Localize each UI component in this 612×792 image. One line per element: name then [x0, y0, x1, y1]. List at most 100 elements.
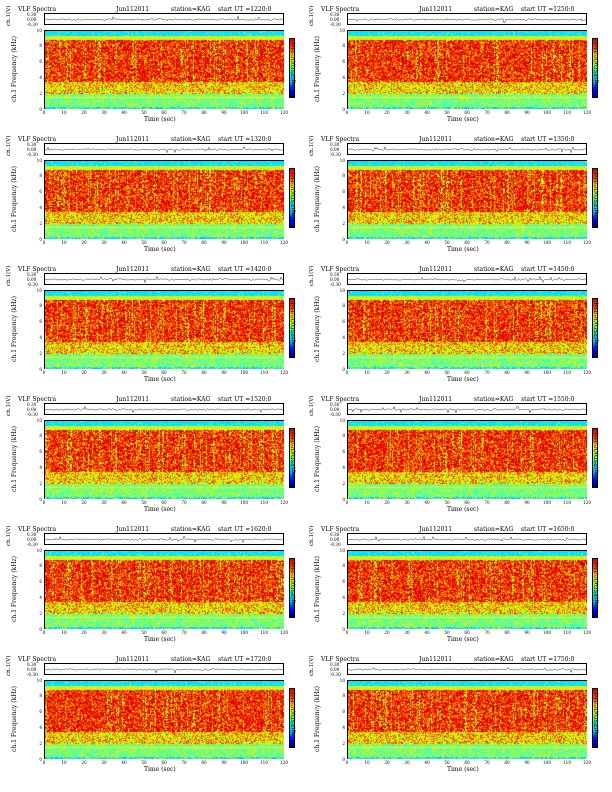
- panel-title: VLF Spectra: [321, 656, 360, 663]
- panel-station: station=KAG: [474, 266, 514, 273]
- colorbar-label: log(PSD)(V²/Hz): [594, 302, 600, 348]
- frequency-tick-label: 8: [342, 693, 345, 699]
- waveform-tick-label: 0.00: [330, 277, 340, 282]
- waveform-y-label: ch.1(V): [309, 525, 315, 546]
- time-tick-label: 30: [404, 370, 410, 375]
- frequency-tick-label: 10: [339, 417, 345, 423]
- frequency-tick-label: 0: [39, 626, 42, 632]
- time-tick-label: 100: [240, 110, 248, 115]
- spectrogram-plot: [44, 550, 284, 629]
- time-tick-label: 20: [81, 630, 87, 635]
- frequency-tick-label: 0: [39, 366, 42, 372]
- frequency-axis-label: ch.1 Frequency (kHz): [11, 426, 18, 492]
- frequency-tick-label: 4: [39, 204, 42, 210]
- spectrogram-panel: VLF Spectra Jun112011 station=KAG start UT …: [307, 654, 607, 784]
- waveform-y-label: ch.1(V): [6, 655, 12, 676]
- time-tick-label: 120: [583, 110, 591, 115]
- time-tick-label: 80: [201, 760, 207, 765]
- panel-start-time: start UT =1720:0: [218, 656, 272, 663]
- frequency-tick-label: 0: [342, 366, 345, 372]
- frequency-tick-label: 8: [342, 563, 345, 569]
- colorbar-label: log(PSD)(V²/Hz): [594, 172, 600, 218]
- time-tick-label: 0: [42, 110, 46, 115]
- waveform-tick-label: -0.30: [27, 542, 38, 547]
- time-tick-label: 50: [444, 500, 450, 505]
- panel-date: Jun112011: [419, 526, 453, 533]
- time-tick-label: 100: [543, 240, 551, 245]
- time-tick-label: 110: [563, 110, 571, 115]
- frequency-axis-label: ch.1 Frequency (kHz): [11, 686, 18, 752]
- waveform-line: [45, 16, 284, 22]
- time-tick-label: 20: [384, 110, 390, 115]
- time-axis-ticks: 0 10 20 30 40 50 60 70 80 90 100 110 120: [346, 500, 591, 507]
- frequency-tick-label: 0: [342, 756, 345, 762]
- time-tick-label: 120: [280, 370, 288, 375]
- time-tick-label: 70: [181, 110, 187, 115]
- time-tick-label: 40: [424, 630, 430, 635]
- time-tick-label: 70: [181, 370, 187, 375]
- time-tick-label: 20: [81, 110, 87, 115]
- frequency-tick-label: 10: [339, 547, 345, 553]
- panel-station: station=KAG: [474, 136, 514, 143]
- spectrogram-plot: [347, 550, 587, 629]
- waveform-plot: [347, 13, 587, 25]
- time-axis-label: Time (sec): [144, 116, 176, 123]
- time-tick-label: 40: [121, 240, 127, 245]
- frequency-axis-label: ch.1 Frequency (kHz): [314, 686, 321, 752]
- time-tick-label: 40: [424, 500, 430, 505]
- frequency-tick-label: 4: [342, 464, 345, 470]
- waveform-svg: [348, 405, 587, 414]
- time-tick-label: 70: [484, 500, 490, 505]
- panel-start-time: start UT =1620:0: [218, 526, 272, 533]
- time-tick-label: 70: [484, 630, 490, 635]
- time-tick-label: 120: [280, 500, 288, 505]
- time-tick-label: 120: [280, 110, 288, 115]
- time-tick-label: 80: [504, 630, 510, 635]
- waveform-svg: [45, 668, 284, 674]
- spectrogram-panel: VLF Spectra Jun112011 station=KAG start UT …: [4, 524, 304, 654]
- waveform-plot: [44, 143, 284, 155]
- waveform-tick-label: 0.30: [27, 272, 37, 277]
- panel-station: station=KAG: [171, 6, 211, 13]
- time-tick-label: 50: [141, 760, 147, 765]
- frequency-tick-label: 10: [339, 27, 345, 33]
- frequency-tick-label: 8: [342, 433, 345, 439]
- time-axis-label: Time (sec): [447, 246, 479, 253]
- waveform-svg: [45, 535, 284, 544]
- time-tick-label: 110: [260, 500, 268, 505]
- panel-title: VLF Spectra: [18, 656, 57, 663]
- frequency-axis-label: ch.1 Frequency (kHz): [314, 426, 321, 492]
- time-tick-label: 0: [345, 110, 349, 115]
- colorbar-label: log(PSD)(V²/Hz): [291, 172, 297, 218]
- time-tick-label: 120: [583, 370, 591, 375]
- colorbar: [289, 168, 295, 228]
- frequency-axis-label: ch.1 Frequency (kHz): [314, 556, 321, 622]
- time-axis-label: Time (sec): [144, 636, 176, 643]
- frequency-tick-label: 8: [39, 303, 42, 309]
- spectrogram-panel: VLF Spectra Jun112011 station=KAG start UT …: [307, 134, 607, 264]
- time-tick-label: 110: [260, 370, 268, 375]
- waveform-line: [45, 145, 284, 154]
- frequency-tick-label: 10: [339, 157, 345, 163]
- time-tick-label: 110: [563, 630, 571, 635]
- frequency-tick-label: 6: [39, 319, 42, 325]
- time-tick-label: 50: [141, 240, 147, 245]
- frequency-tick-label: 0: [342, 626, 345, 632]
- spectrogram-plot: [347, 160, 587, 239]
- spectrogram-canvas: [45, 161, 284, 239]
- frequency-tick-label: 2: [342, 90, 345, 96]
- panel-date: Jun112011: [116, 136, 150, 143]
- colorbar: [592, 38, 598, 98]
- time-tick-label: 100: [543, 760, 551, 765]
- time-tick-label: 120: [280, 760, 288, 765]
- frequency-axis-label: ch.1 Frequency (kHz): [11, 296, 18, 362]
- waveform-tick-label: 0.00: [27, 667, 37, 672]
- panel-station: station=KAG: [171, 396, 211, 403]
- waveform-y-label: ch.1(V): [6, 135, 12, 156]
- waveform-svg: [45, 16, 284, 22]
- time-tick-label: 90: [524, 370, 530, 375]
- waveform-line: [348, 275, 587, 283]
- panel-station: station=KAG: [171, 656, 211, 663]
- frequency-tick-label: 6: [342, 579, 345, 585]
- frequency-tick-label: 10: [36, 677, 42, 683]
